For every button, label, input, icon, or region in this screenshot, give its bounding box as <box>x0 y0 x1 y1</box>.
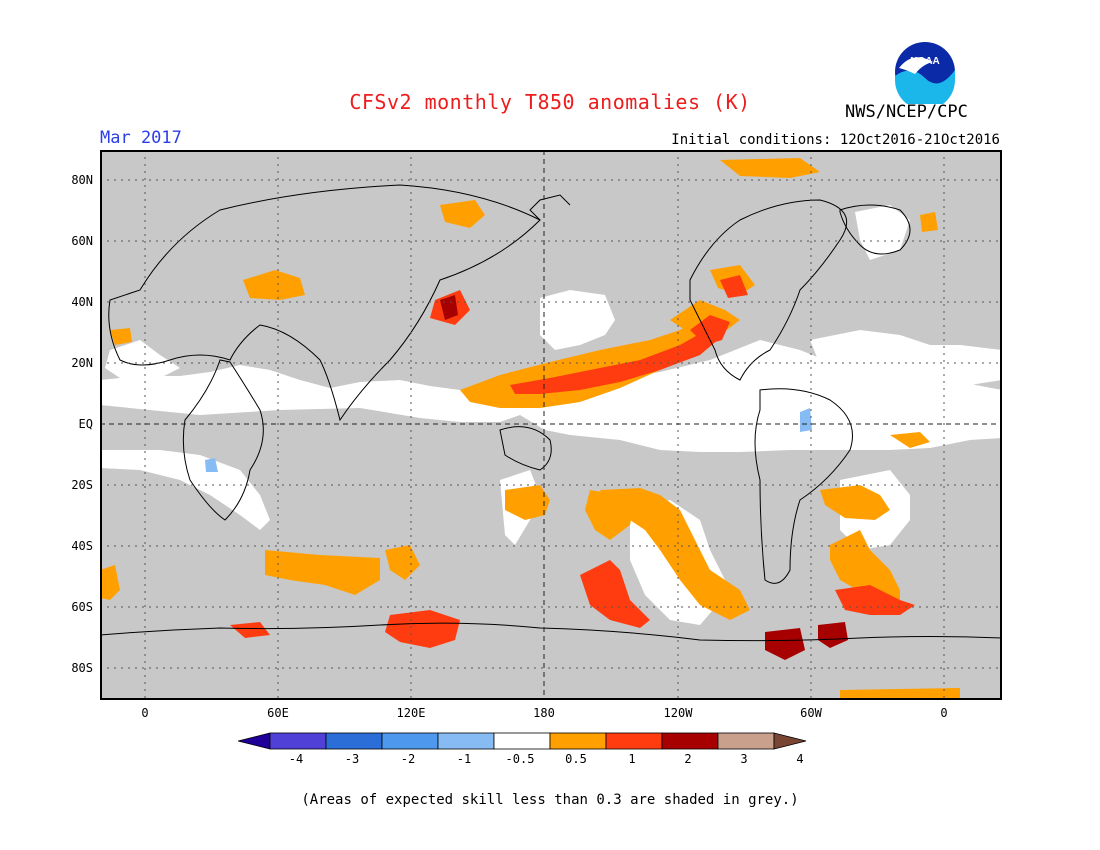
lat-label: 60N <box>71 234 93 248</box>
lon-label: 120E <box>396 706 426 720</box>
colorbar-segment <box>773 732 807 750</box>
colorbar <box>238 732 807 750</box>
colorbar-label: -1 <box>456 752 472 766</box>
lon-label: 120W <box>663 706 693 720</box>
lon-label: 0 <box>940 706 948 720</box>
colorbar-segment <box>661 732 719 750</box>
lat-label: 20N <box>71 356 93 370</box>
colorbar-label: 4 <box>796 752 804 766</box>
lat-label: 80S <box>71 661 93 675</box>
colorbar-label: -0.5 <box>505 752 535 766</box>
equator-dateline <box>100 150 1002 700</box>
lat-label: 60S <box>71 600 93 614</box>
graticule <box>100 150 1002 700</box>
lon-label: 60W <box>800 706 822 720</box>
colorbar-segment <box>493 732 551 750</box>
initial-conditions: Initial conditions: 12Oct2016-21Oct2016 <box>671 132 1000 148</box>
colorbar-label: 2 <box>684 752 692 766</box>
noaa-logo: NOAA <box>895 42 955 104</box>
footnote: (Areas of expected skill less than 0.3 a… <box>301 792 799 808</box>
colorbar-segment <box>238 732 271 750</box>
page-title: CFSv2 monthly T850 anomalies (K) <box>349 90 751 114</box>
map-frame <box>100 150 1002 700</box>
colorbar-segments <box>238 732 807 750</box>
logo-text: NOAA <box>910 56 939 67</box>
anomaly-darkred <box>440 295 848 660</box>
anomaly-map <box>100 150 1002 700</box>
colorbar-segment <box>269 732 327 750</box>
colorbar-label: -3 <box>344 752 360 766</box>
lat-label: 80N <box>71 173 93 187</box>
colorbar-label: 3 <box>740 752 748 766</box>
colorbar-segment <box>437 732 495 750</box>
colorbar-label: 1 <box>628 752 636 766</box>
colorbar-segment <box>605 732 663 750</box>
lat-label: EQ <box>78 417 93 431</box>
lat-label: 40N <box>71 295 93 309</box>
colorbar-segment <box>549 732 607 750</box>
agency-label: NWS/NCEP/CPC <box>845 102 968 122</box>
lat-label: 20S <box>71 478 93 492</box>
forecast-period: Mar 2017 <box>100 128 182 148</box>
colorbar-segment <box>381 732 439 750</box>
colorbar-segment <box>717 732 775 750</box>
colorbar-label: -2 <box>400 752 416 766</box>
colorbar-segment <box>325 732 383 750</box>
lon-label: 0 <box>141 706 149 720</box>
anomaly-lightblue <box>205 408 812 472</box>
colorbar-label: -4 <box>288 752 304 766</box>
anomaly-red <box>230 275 915 648</box>
coastlines <box>100 184 1002 642</box>
lon-label: 60E <box>267 706 289 720</box>
lat-label: 40S <box>71 539 93 553</box>
colorbar-label: 0.5 <box>565 752 587 766</box>
lon-label: 180 <box>533 706 555 720</box>
